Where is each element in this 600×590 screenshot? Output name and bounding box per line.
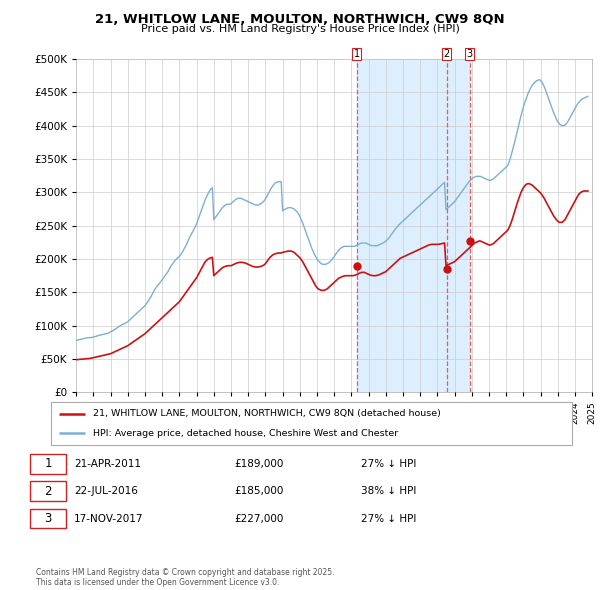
- FancyBboxPatch shape: [30, 509, 66, 529]
- Text: 22-JUL-2016: 22-JUL-2016: [74, 486, 138, 496]
- Text: £185,000: £185,000: [234, 486, 284, 496]
- Text: 3: 3: [467, 49, 473, 59]
- FancyBboxPatch shape: [30, 454, 66, 474]
- Text: 38% ↓ HPI: 38% ↓ HPI: [361, 486, 416, 496]
- Text: 27% ↓ HPI: 27% ↓ HPI: [361, 513, 416, 523]
- Text: 17-NOV-2017: 17-NOV-2017: [74, 513, 143, 523]
- Text: 1: 1: [353, 49, 359, 59]
- Text: 21, WHITLOW LANE, MOULTON, NORTHWICH, CW9 8QN (detached house): 21, WHITLOW LANE, MOULTON, NORTHWICH, CW…: [93, 409, 441, 418]
- Text: Price paid vs. HM Land Registry's House Price Index (HPI): Price paid vs. HM Land Registry's House …: [140, 24, 460, 34]
- Text: 27% ↓ HPI: 27% ↓ HPI: [361, 459, 416, 469]
- Text: Contains HM Land Registry data © Crown copyright and database right 2025.
This d: Contains HM Land Registry data © Crown c…: [36, 568, 335, 587]
- Text: 21, WHITLOW LANE, MOULTON, NORTHWICH, CW9 8QN: 21, WHITLOW LANE, MOULTON, NORTHWICH, CW…: [95, 13, 505, 26]
- Text: £189,000: £189,000: [234, 459, 284, 469]
- FancyBboxPatch shape: [50, 402, 572, 445]
- Text: HPI: Average price, detached house, Cheshire West and Chester: HPI: Average price, detached house, Ches…: [93, 428, 398, 438]
- Bar: [356, 59, 470, 392]
- Text: 21-APR-2011: 21-APR-2011: [74, 459, 141, 469]
- Text: 2: 2: [44, 484, 52, 498]
- Text: 2: 2: [444, 49, 450, 59]
- FancyBboxPatch shape: [30, 481, 66, 501]
- Text: £227,000: £227,000: [234, 513, 284, 523]
- Text: 3: 3: [44, 512, 52, 525]
- Text: 1: 1: [44, 457, 52, 470]
